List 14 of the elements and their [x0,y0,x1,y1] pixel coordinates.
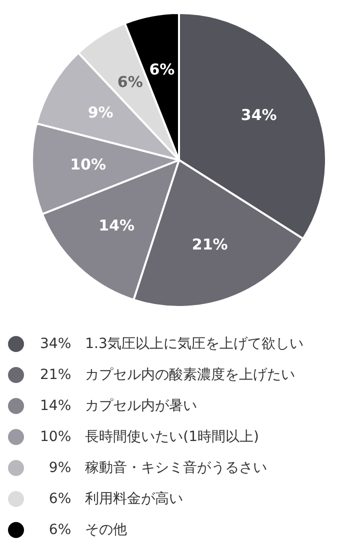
data-label: 6% [117,72,143,91]
data-label: 9% [88,103,114,122]
legend-label: 21% カプセル内の酸素濃度を上げたい [39,366,296,384]
legend-label: 14% カプセル内が暑い [39,396,198,414]
legend-label: 9% 稼動音・キシミ音がうるさい [48,458,268,476]
data-label: 6% [149,60,175,78]
data-label: 14% [98,216,135,234]
legend-label: 10% 長時間使いたい(1時間以上) [39,428,259,446]
legend-label: 6% その他 [48,520,128,538]
legend-label: 6% 利用料金が高い [48,490,184,508]
data-label: 21% [192,236,228,254]
legend-label: 34% 1.3気圧以上に気圧を上げて欲しい [39,334,304,352]
data-label: 10% [70,156,106,174]
data-label: 34% [240,106,277,124]
